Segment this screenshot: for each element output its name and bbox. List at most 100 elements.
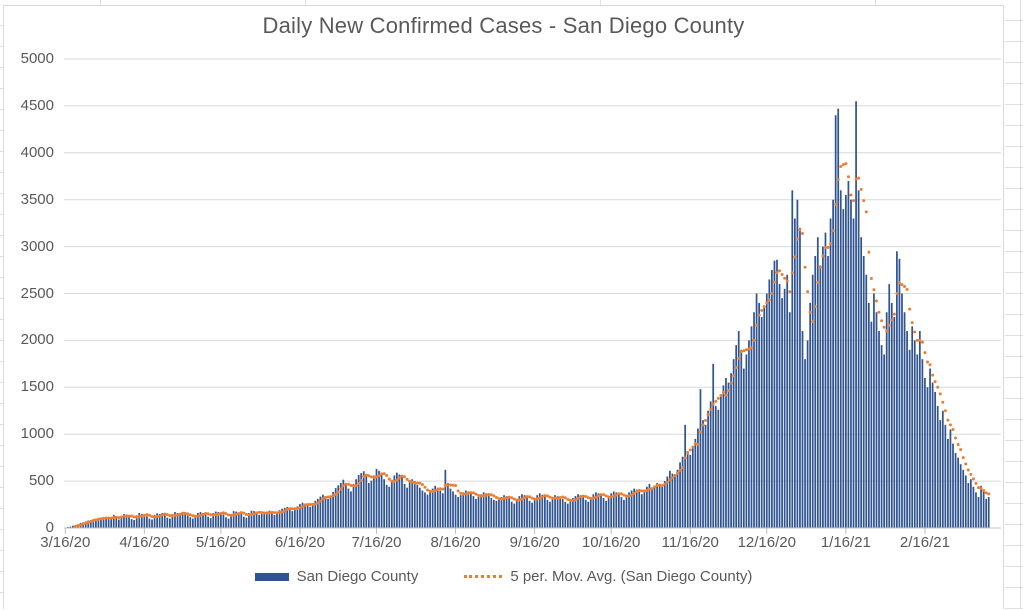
moving-average-dot [362,475,365,478]
moving-average-dot [395,479,398,482]
moving-average-dot [691,446,694,449]
legend-item-series[interactable]: San Diego County [255,568,419,585]
moving-average-dot [699,430,702,433]
moving-average-dot [97,518,100,521]
daily-cases-bar [580,495,582,528]
daily-cases-bar [853,218,855,528]
moving-average-dot [296,507,299,510]
moving-average-dot [571,499,574,502]
moving-average-dot [224,512,227,515]
daily-cases-bar [383,479,385,528]
moving-average-dot [403,475,406,478]
moving-average-dot [556,497,559,500]
daily-cases-bar [932,383,934,528]
moving-average-dot [829,242,832,245]
moving-average-dot [487,493,490,496]
daily-cases-bar [169,519,171,528]
daily-cases-bar [819,265,821,528]
moving-average-dot [760,309,763,312]
daily-cases-bar [702,420,704,528]
moving-average-dot [250,513,253,516]
moving-average-dot [265,512,268,515]
moving-average-dot [232,514,235,517]
moving-average-dot [867,251,870,254]
daily-cases-bar [406,488,408,528]
daily-cases-bar [712,364,714,528]
moving-average-dot [929,363,932,366]
moving-average-dot [477,494,480,497]
daily-cases-bar [842,209,844,528]
moving-average-dot [918,339,921,342]
x-axis-tick-label: 7/16/20 [334,534,418,552]
moving-average-dot [651,487,654,490]
daily-cases-bar [733,359,735,528]
moving-average-dot [281,511,284,514]
daily-cases-bar [848,181,850,528]
daily-cases-bar [684,425,686,528]
moving-average-dot [890,318,893,321]
moving-average-dot [383,472,386,475]
moving-average-dot [490,493,493,496]
daily-cases-bar [983,490,985,528]
daily-cases-bar [276,513,278,528]
moving-average-dot [758,314,761,317]
y-axis-tick-label: 4000 [4,144,54,162]
daily-cases-bar [753,312,755,528]
daily-cases-bar [664,481,666,528]
moving-average-dot [727,389,730,392]
moving-average-dot [360,479,363,482]
moving-average-dot [872,288,875,291]
daily-cases-bar [626,496,628,528]
moving-average-dot [959,448,962,451]
daily-cases-bar [868,303,870,528]
moving-average-dot [423,486,426,489]
moving-average-dot [592,497,595,500]
moving-average-dot [237,512,240,515]
daily-cases-bar [955,453,957,528]
daily-cases-bar [274,515,276,528]
moving-average-dot [372,476,375,479]
moving-average-dot [408,480,411,483]
daily-cases-bar [804,359,806,528]
daily-cases-bar [837,109,839,528]
daily-cases-bar [740,350,742,528]
moving-average-dot [541,495,544,498]
moving-average-dot [679,469,682,472]
moving-average-dot [842,163,845,166]
moving-average-dot [184,512,187,515]
daily-cases-bar [651,488,653,528]
worksheet-right-column[interactable] [1005,0,1023,609]
daily-cases-bar [888,284,890,528]
daily-cases-bar [710,401,712,528]
moving-average-dot [602,493,605,496]
daily-cases-bar [748,340,750,528]
daily-cases-bar [393,475,395,528]
daily-cases-bar [598,493,600,528]
moving-average-dot [732,374,735,377]
daily-cases-bar [572,498,574,528]
moving-average-dot [421,483,424,486]
moving-average-dot [653,485,656,488]
daily-cases-bar [814,256,816,528]
moving-average-dot [204,512,207,515]
moving-average-dot [439,487,442,490]
moving-average-dot [380,472,383,475]
daily-cases-bar [108,518,110,528]
legend-item-moving-average[interactable]: 5 per. Mov. Avg. (San Diego County) [464,568,752,585]
moving-average-dot [444,484,447,487]
daily-cases-bar [720,397,722,528]
daily-cases-bar [784,289,786,528]
daily-cases-bar [779,284,781,528]
daily-cases-bar [307,505,309,528]
chart-area[interactable]: Daily New Confirmed Cases - San Diego Co… [3,5,1004,609]
daily-cases-bar [944,425,946,528]
daily-cases-bar [643,490,645,528]
moving-average-dot [773,281,776,284]
daily-cases-bar [661,487,663,528]
moving-average-dot [900,283,903,286]
daily-cases-bar [309,507,311,528]
daily-cases-bar [544,496,546,528]
daily-cases-bar [585,500,587,528]
daily-cases-bar [442,493,444,528]
moving-average-dot [158,515,161,518]
